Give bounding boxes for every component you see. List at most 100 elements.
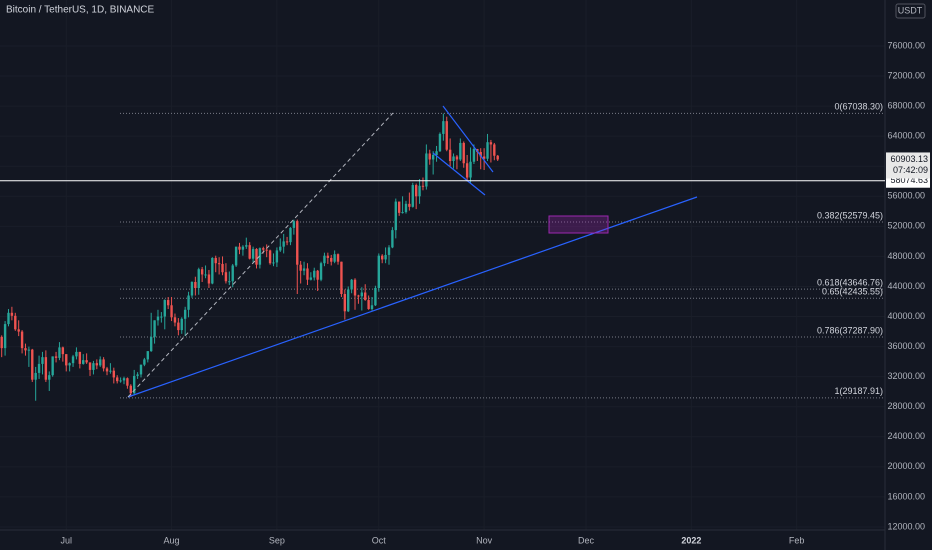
zone-box — [548, 215, 609, 234]
candle-body — [275, 250, 279, 263]
candle-body — [272, 262, 275, 264]
currency[interactable]: USDT — [898, 5, 923, 15]
candle-body — [401, 212, 404, 214]
candle-body — [408, 203, 411, 207]
candle-body — [479, 151, 482, 157]
candle-body — [496, 155, 499, 160]
candle-body — [37, 363, 41, 373]
candle-body — [296, 221, 299, 265]
wedge-line — [442, 105, 494, 173]
x-tick-label: Oct — [372, 535, 387, 545]
candle-body — [367, 300, 370, 310]
candle-body — [78, 351, 82, 364]
candle-body — [452, 156, 455, 161]
candle-body — [394, 201, 397, 231]
candle-body — [282, 241, 285, 247]
candle-body — [119, 380, 122, 382]
candle-body — [75, 351, 78, 357]
candle-body — [469, 161, 472, 178]
candle-body — [448, 149, 452, 161]
candle-body — [129, 385, 132, 394]
y-tick-label: 36000.00 — [887, 341, 925, 351]
candle-body — [425, 153, 428, 187]
candle-body — [58, 347, 61, 358]
candle-body — [404, 203, 408, 213]
candle-body — [54, 356, 58, 358]
candle-body — [255, 248, 258, 265]
candle-body — [224, 272, 228, 282]
candle-body — [92, 363, 95, 370]
candle-body — [313, 270, 316, 278]
candle-body — [258, 248, 262, 265]
candle-body — [0, 336, 3, 349]
last-price-box — [886, 152, 930, 179]
candle-body — [330, 257, 333, 262]
candle-body — [231, 265, 234, 282]
candle-body — [418, 185, 421, 197]
x-tick-label: Sep — [269, 535, 285, 545]
candle-body — [24, 348, 27, 351]
candle-body — [112, 370, 116, 378]
candle-body — [357, 295, 360, 297]
y-tick-label: 24000.00 — [887, 431, 925, 441]
candle-body — [299, 264, 302, 271]
candle-body — [132, 375, 136, 394]
candle-body — [143, 359, 146, 365]
candle-body — [292, 221, 296, 228]
candle-body — [397, 201, 401, 213]
candle-body — [187, 295, 190, 310]
candle-body — [316, 270, 319, 280]
candle-body — [102, 359, 105, 369]
y-tick-label: 12000.00 — [887, 521, 925, 531]
candle-body — [489, 142, 493, 145]
candle-body — [279, 246, 282, 251]
candle-body — [139, 364, 143, 375]
candle-body — [482, 156, 486, 159]
fib-label: 0.65(42435.55) — [822, 287, 883, 297]
fib-label: 0.786(37287.90) — [817, 325, 883, 335]
x-tick-label: Nov — [476, 535, 493, 545]
candle-body — [493, 144, 496, 156]
y-tick-label: 40000.00 — [887, 311, 925, 321]
candle-body — [177, 322, 180, 331]
candle-body — [61, 347, 65, 355]
candle-body — [214, 257, 217, 264]
candle-body — [10, 312, 14, 316]
y-tick-label: 52000.00 — [887, 221, 925, 231]
candle-body — [248, 245, 251, 259]
candle-body — [82, 360, 85, 364]
fib-label: 0.382(52579.45) — [817, 210, 883, 220]
candles — [0, 113, 499, 401]
candle-body — [333, 254, 336, 262]
candle-body — [435, 151, 438, 155]
countdown: 07:42:09 — [893, 165, 928, 175]
candle-body — [350, 279, 353, 290]
candle-body — [194, 281, 197, 288]
y-tick-label: 16000.00 — [887, 491, 925, 501]
candle-body — [472, 148, 476, 162]
candle-body — [241, 246, 245, 250]
candle-body — [163, 300, 166, 317]
y-tick-label: 56000.00 — [887, 191, 925, 201]
currency-box[interactable] — [895, 3, 926, 19]
candle-body — [166, 300, 170, 306]
candle-body — [421, 185, 425, 187]
fib-label: 0.618(43646.76) — [817, 278, 883, 288]
y-tick-label: 68000.00 — [887, 100, 925, 110]
candle-body — [370, 305, 374, 310]
candle-body — [459, 142, 462, 160]
y-tick-label: 44000.00 — [887, 281, 925, 291]
candle-body — [360, 292, 364, 297]
price-line-label: 58074.63 — [890, 175, 928, 185]
candle-body — [438, 133, 442, 152]
candle-body — [41, 357, 44, 364]
candle-body — [3, 324, 7, 349]
candle-body — [442, 121, 445, 134]
fibonacci: 0(67038.30) 0.382(52579.45) 0.618(43646.76… — [120, 102, 885, 399]
candle-body — [221, 263, 224, 273]
candle-body — [306, 268, 309, 280]
candle-body — [20, 331, 24, 349]
dashed-line — [127, 112, 394, 398]
x-tick-label: Jul — [60, 535, 72, 545]
